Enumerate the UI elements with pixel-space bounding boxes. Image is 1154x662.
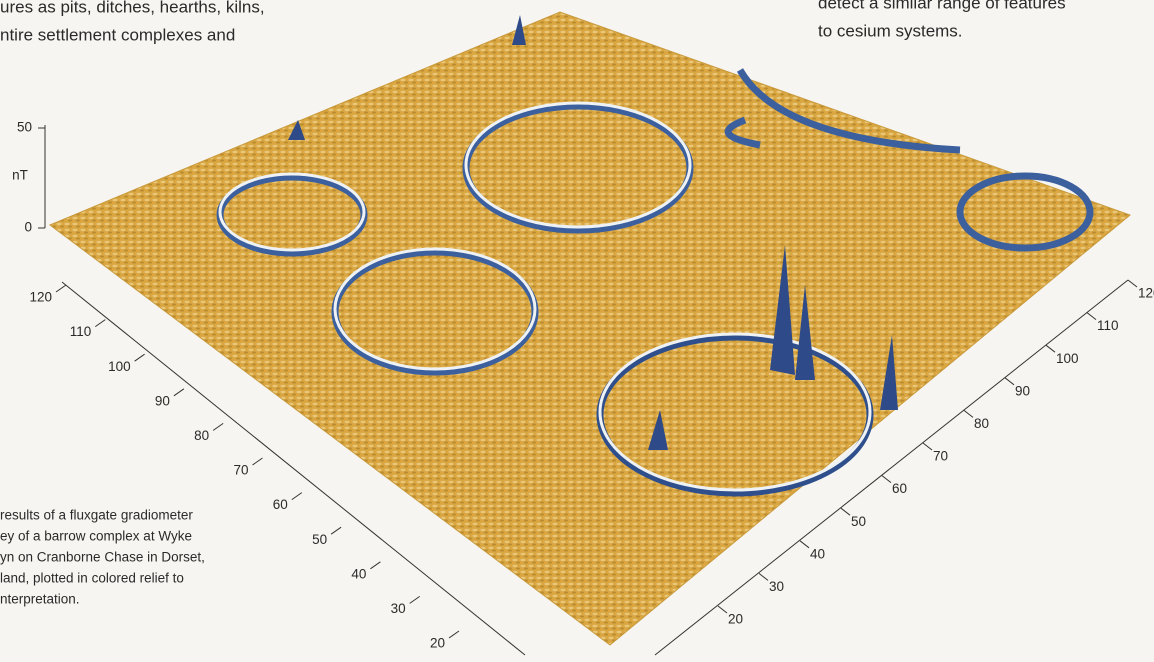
left-tick bbox=[95, 320, 105, 327]
right-tick bbox=[882, 476, 891, 483]
left-tick bbox=[292, 493, 302, 500]
left-tick-label: 30 bbox=[391, 601, 406, 616]
caption-line: ey of a barrow complex at Wyke bbox=[0, 529, 192, 544]
right-tick bbox=[1005, 378, 1014, 385]
caption-line: nterpretation. bbox=[0, 592, 80, 607]
z-unit: nT bbox=[12, 168, 28, 183]
right-tick-label: 110 bbox=[1097, 318, 1119, 333]
right-tick-label: 60 bbox=[892, 481, 907, 496]
left-tick bbox=[135, 354, 145, 361]
left-tick-label: 20 bbox=[430, 636, 445, 651]
right-tick bbox=[800, 541, 809, 548]
left-tick-label: 80 bbox=[194, 428, 209, 443]
right-tick-label: 100 bbox=[1056, 351, 1079, 366]
left-tick-label: 110 bbox=[70, 324, 92, 339]
right-tick-label: 80 bbox=[974, 416, 989, 431]
left-tick-label: 120 bbox=[29, 290, 52, 305]
left-tick bbox=[331, 527, 341, 534]
left-tick-label: 60 bbox=[273, 497, 288, 512]
relief-surface bbox=[50, 12, 1130, 645]
left-tick bbox=[213, 423, 223, 430]
left-tick bbox=[410, 596, 420, 603]
side-line: detect a similar range of features bbox=[818, 0, 1066, 12]
right-tick bbox=[759, 573, 768, 580]
right-tick-label: 40 bbox=[810, 546, 825, 561]
right-tick bbox=[1087, 313, 1096, 320]
caption-line: yn on Cranborne Chase in Dorset, bbox=[0, 550, 205, 565]
left-tick bbox=[253, 458, 263, 465]
caption-line: land, plotted in colored relief to bbox=[0, 571, 184, 586]
right-tick bbox=[923, 443, 932, 450]
right-tick bbox=[718, 606, 727, 613]
right-tick bbox=[1046, 345, 1055, 352]
intro-line: ures as pits, ditches, hearths, kilns, bbox=[0, 0, 265, 16]
page: ures as pits, ditches, hearths, kilns, nt… bbox=[0, 0, 1154, 662]
right-tick bbox=[964, 410, 973, 417]
left-tick bbox=[370, 562, 380, 569]
z-tick-label: 0 bbox=[24, 220, 32, 235]
left-tick-label: 50 bbox=[312, 532, 327, 547]
left-tick-label: 90 bbox=[155, 393, 170, 408]
left-tick-label: 100 bbox=[108, 359, 131, 374]
right-tick-label: 50 bbox=[851, 514, 866, 529]
left-tick bbox=[174, 389, 184, 396]
right-tick bbox=[1128, 280, 1137, 287]
right-tick bbox=[841, 508, 850, 515]
left-tick-label: 40 bbox=[351, 566, 366, 581]
right-tick-label: 70 bbox=[933, 449, 948, 464]
right-tick-label: 30 bbox=[769, 579, 784, 594]
caption-line: results of a fluxgate gradiometer bbox=[0, 508, 193, 523]
right-tick-label: 20 bbox=[728, 612, 743, 627]
right-tick-label: 120 bbox=[1138, 286, 1154, 301]
z-tick-label: 50 bbox=[17, 120, 32, 135]
left-tick-label: 70 bbox=[233, 463, 248, 478]
intro-line: ntire settlement complexes and bbox=[0, 25, 235, 44]
right-tick-label: 90 bbox=[1015, 383, 1030, 398]
side-line: to cesium systems. bbox=[818, 21, 963, 40]
left-tick bbox=[449, 631, 459, 638]
left-tick bbox=[56, 285, 66, 292]
